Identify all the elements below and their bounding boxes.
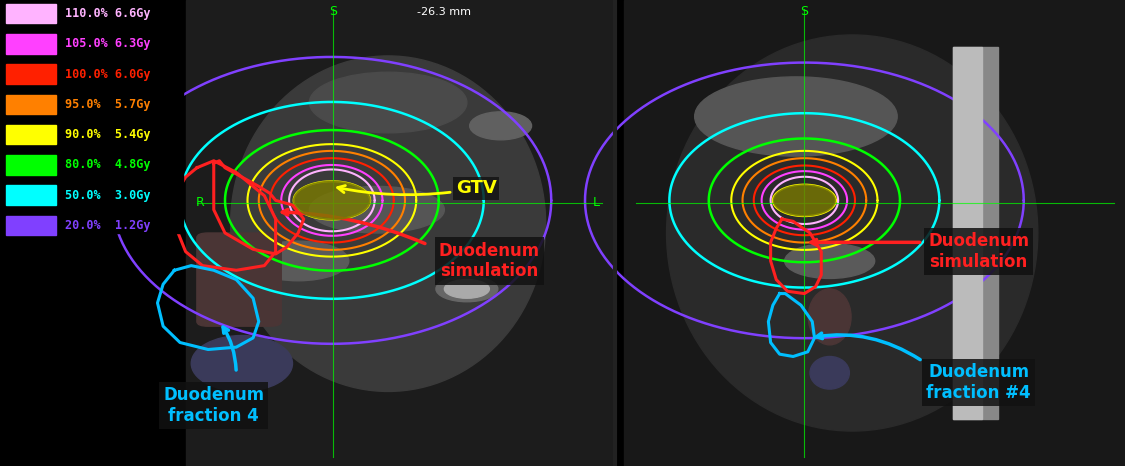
Ellipse shape [774, 185, 835, 216]
Bar [624, 0, 1125, 466]
Text: S: S [800, 5, 809, 18]
Text: Duodenum
simulation: Duodenum simulation [928, 232, 1029, 271]
Bar [6, 185, 56, 205]
Bar [6, 155, 56, 175]
Ellipse shape [666, 35, 1038, 431]
Ellipse shape [470, 112, 532, 140]
FancyBboxPatch shape [197, 233, 281, 326]
Ellipse shape [444, 280, 489, 298]
Ellipse shape [436, 276, 498, 302]
Text: 90.0%  5.4Gy: 90.0% 5.4Gy [65, 128, 151, 141]
Text: L: L [593, 196, 600, 209]
Bar [6, 216, 56, 235]
Ellipse shape [695, 77, 898, 156]
Bar [6, 34, 56, 54]
Ellipse shape [248, 241, 349, 281]
Ellipse shape [231, 56, 546, 391]
Text: 80.0%  4.8Gy: 80.0% 4.8Gy [65, 158, 151, 171]
Bar [6, 64, 56, 84]
Text: GTV: GTV [338, 179, 496, 198]
Text: Duodenum
fraction #4: Duodenum fraction #4 [927, 363, 1032, 402]
Bar [6, 125, 56, 144]
Ellipse shape [810, 356, 849, 389]
Ellipse shape [309, 186, 444, 233]
Ellipse shape [808, 289, 852, 345]
Text: S: S [328, 5, 338, 18]
Bar [954, 47, 999, 419]
Text: 105.0% 6.3Gy: 105.0% 6.3Gy [65, 37, 151, 50]
Bar [6, 4, 56, 23]
Text: 100.0% 6.0Gy: 100.0% 6.0Gy [65, 68, 151, 81]
Bar [0, 0, 183, 233]
Ellipse shape [294, 181, 370, 219]
Text: 50.0%  3.0Gy: 50.0% 3.0Gy [65, 189, 151, 202]
Text: 20.0%  1.2Gy: 20.0% 1.2Gy [65, 219, 151, 232]
Bar [186, 0, 613, 466]
Text: 95.0%  5.7Gy: 95.0% 5.7Gy [65, 98, 151, 111]
Bar [954, 47, 981, 419]
Bar [6, 95, 56, 114]
Text: Duodenum
simulation: Duodenum simulation [439, 241, 540, 281]
Ellipse shape [309, 72, 467, 133]
Text: Duodenum
fraction 4: Duodenum fraction 4 [163, 386, 264, 425]
Text: 110.0% 6.6Gy: 110.0% 6.6Gy [65, 7, 151, 20]
Text: R: R [196, 196, 205, 209]
Text: -26.3 mm: -26.3 mm [417, 7, 471, 17]
Ellipse shape [191, 336, 292, 391]
Ellipse shape [785, 243, 875, 279]
